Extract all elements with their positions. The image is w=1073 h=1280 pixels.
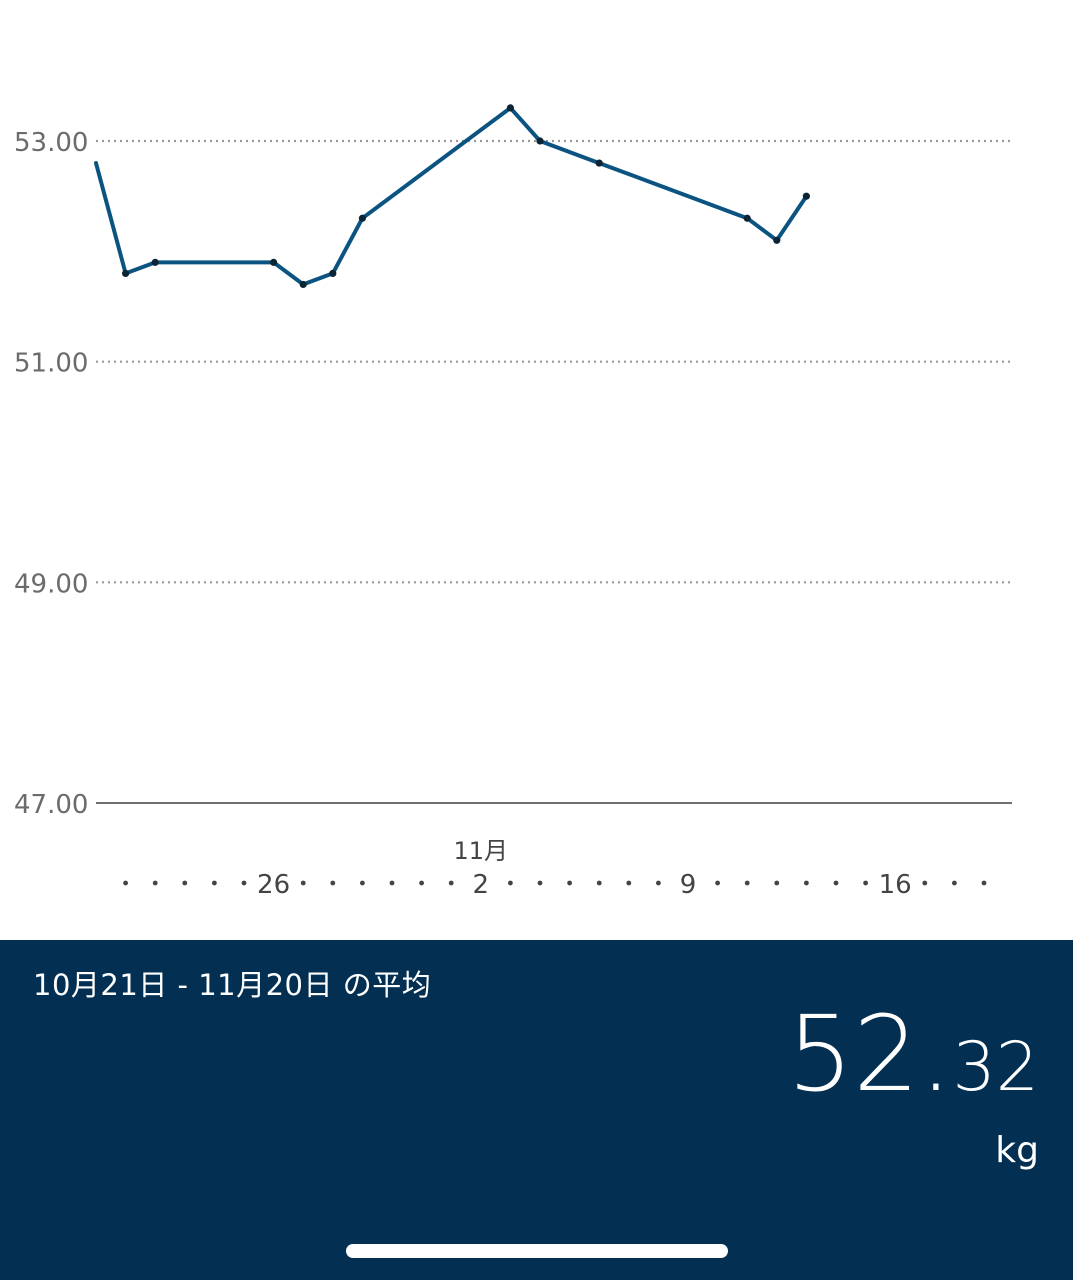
x-day-dot: [330, 880, 336, 886]
x-day-dot: [981, 880, 987, 886]
x-day-dot: [626, 880, 632, 886]
x-day-dot: [833, 880, 839, 886]
x-day-dot: [952, 880, 957, 886]
x-day-dot: [419, 880, 424, 886]
data-point: [773, 236, 781, 244]
x-day-dot: [804, 880, 809, 886]
x-day-dot: [182, 880, 188, 886]
x-day-dot: [567, 880, 572, 886]
data-point: [743, 214, 751, 222]
x-day-dot: [596, 880, 602, 886]
weight-series-line: [94, 105, 809, 287]
date-range-label: 10月21日 - 11月20日 の平均: [33, 968, 432, 1002]
y-tick-label: 49.00: [14, 569, 88, 599]
summary-panel: 10月21日 - 11月20日 の平均 52.32 kg: [0, 940, 1073, 1280]
x-day-dot: [774, 880, 780, 886]
x-day-dot: [152, 880, 158, 886]
month-label: 11月: [454, 837, 509, 865]
chart-svg: 53.00 51.00 49.00 47.00 26 2 9 16 11月: [14, 104, 1012, 900]
x-day-dot: [863, 880, 868, 886]
y-tick-label: 51.00: [14, 349, 88, 379]
y-tick-label: 53.00: [14, 128, 88, 158]
x-day-dot: [656, 880, 661, 886]
data-point: [358, 214, 366, 222]
x-tick-label: 2: [473, 870, 490, 900]
weight-chart: 53.00 51.00 49.00 47.00 26 2 9 16 11月: [14, 104, 1012, 900]
x-day-dot: [212, 880, 217, 886]
x-tick-label: 26: [257, 870, 290, 900]
data-point: [329, 269, 337, 277]
x-day-dot: [922, 880, 928, 886]
home-indicator[interactable]: [346, 1244, 728, 1258]
average-integer: 52.: [787, 993, 953, 1115]
x-day-dot: [537, 880, 543, 886]
data-point: [802, 192, 811, 200]
data-point: [536, 137, 544, 145]
data-point: [595, 159, 603, 167]
x-day-dot: [508, 880, 513, 886]
y-tick-label: 47.00: [14, 790, 88, 820]
x-day-dot: [360, 880, 365, 886]
data-point: [506, 104, 514, 112]
x-day-dot: [715, 880, 720, 886]
unit-label: kg: [995, 1130, 1039, 1171]
x-day-dot: [123, 880, 128, 886]
data-point: [151, 258, 159, 266]
average-value: 52.32: [787, 1002, 1039, 1106]
x-day-dot: [241, 880, 247, 886]
x-day-dot: [744, 880, 750, 886]
x-day-dot: [300, 880, 306, 886]
x-day-dot: [448, 880, 454, 886]
data-point: [122, 269, 130, 277]
x-day-dot: [389, 880, 395, 886]
data-point: [299, 280, 307, 289]
x-tick-label: 16: [879, 870, 912, 900]
x-tick-label: 9: [680, 870, 697, 900]
data-point: [270, 258, 278, 266]
average-decimal: 32: [952, 1028, 1039, 1107]
